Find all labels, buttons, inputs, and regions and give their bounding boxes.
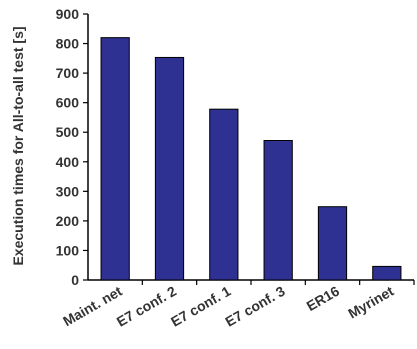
bar-4 bbox=[263, 139, 293, 281]
y-tick-label-900: 900 bbox=[56, 6, 80, 22]
y-tick-label-0: 0 bbox=[71, 272, 79, 288]
bar-2 bbox=[154, 56, 185, 281]
bar-5 bbox=[317, 206, 348, 281]
y-tick-label-600: 600 bbox=[56, 95, 80, 111]
bar-3 bbox=[209, 108, 239, 281]
y-tick-label-500: 500 bbox=[56, 124, 80, 140]
category-label-4: E7 conf. 3 bbox=[222, 283, 287, 330]
category-label-2: E7 conf. 2 bbox=[114, 283, 179, 330]
y-tick-label-700: 700 bbox=[56, 65, 80, 81]
category-label-6: Myrinet bbox=[345, 283, 396, 322]
y-tick-label-400: 400 bbox=[56, 154, 80, 170]
y-tick-label-100: 100 bbox=[56, 242, 80, 258]
y-axis-title: Execution times for All-to-all test [s] bbox=[10, 26, 26, 265]
bar-6 bbox=[372, 265, 402, 281]
y-tick-label-800: 800 bbox=[56, 36, 80, 52]
category-label-3: E7 conf. 1 bbox=[168, 283, 233, 330]
category-label-5: ER16 bbox=[304, 283, 343, 314]
y-tick-label-300: 300 bbox=[56, 183, 80, 199]
y-tick-label-200: 200 bbox=[56, 213, 80, 229]
bar-1 bbox=[100, 37, 130, 281]
category-label-1: Maint. net bbox=[60, 283, 125, 330]
